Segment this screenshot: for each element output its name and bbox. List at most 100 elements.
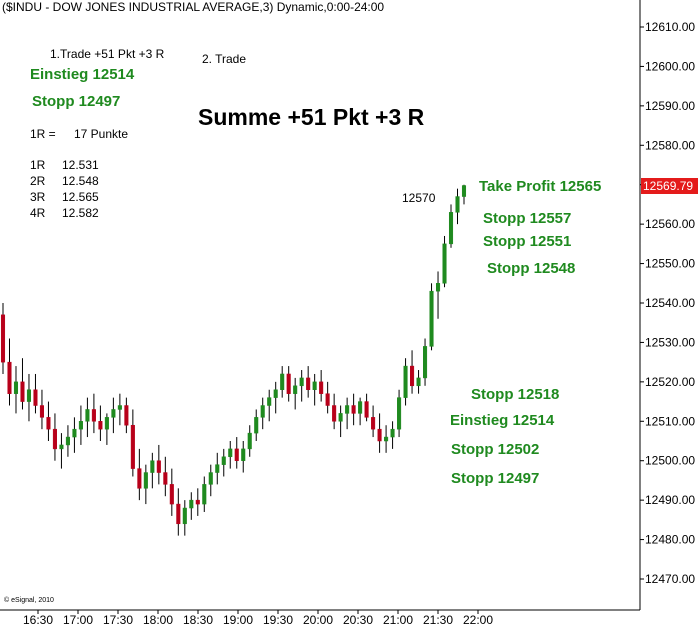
candle: [137, 448, 142, 501]
y-tick-label: 12610.00: [645, 20, 695, 34]
y-tick-label: 12590.00: [645, 99, 695, 113]
r-level-value: 12.531: [62, 158, 99, 172]
candle: [371, 405, 376, 438]
candle: [117, 393, 122, 426]
x-tick-label: 19:00: [223, 613, 253, 627]
candle: [390, 421, 395, 449]
r-level-key: 1R: [30, 158, 46, 172]
candle-body: [338, 413, 343, 422]
candle: [33, 373, 38, 414]
candle-body: [117, 405, 122, 410]
candle-body: [416, 377, 421, 387]
r-level-value: 12.565: [62, 190, 99, 204]
trade1-label: 1.Trade +51 Pkt +3 R: [50, 47, 165, 61]
candle-body: [7, 361, 12, 394]
candle: [46, 401, 51, 441]
stopp-top-label: Stopp 12497: [32, 93, 121, 110]
x-tick-label: 20:00: [303, 613, 333, 627]
candle: [260, 397, 265, 430]
x-tick-label: 21:30: [423, 613, 453, 627]
candle-body: [423, 346, 428, 379]
candle-body: [293, 385, 298, 394]
candle: [416, 370, 421, 394]
candle: [215, 452, 220, 485]
candle-body: [189, 499, 194, 509]
candle: [13, 366, 19, 414]
x-tick-label: 19:30: [263, 613, 293, 627]
candle: [319, 370, 324, 402]
candle: [442, 235, 447, 288]
candle: [397, 389, 402, 438]
label-12570: 12570: [402, 191, 436, 205]
stopp-12497-label: Stopp 12497: [451, 470, 540, 487]
candle-body: [260, 405, 265, 418]
candle-body: [156, 460, 161, 473]
candle: [143, 464, 148, 505]
einstieg-12514-label: Einstieg 12514: [450, 412, 555, 429]
y-tick-label: 12490.00: [645, 493, 695, 507]
candle: [91, 393, 96, 434]
candle: [26, 373, 32, 422]
candle: [104, 413, 109, 445]
candle-body: [358, 401, 363, 414]
candle-body: [202, 484, 207, 505]
candle: [52, 413, 57, 461]
candle-body: [435, 283, 441, 292]
candle: [455, 188, 460, 225]
r-level-value: 12.582: [62, 206, 99, 220]
candle: [176, 488, 181, 536]
candle: [130, 409, 135, 477]
candle-body: [195, 499, 200, 505]
candle-body: [325, 393, 330, 406]
candle: [247, 425, 252, 457]
y-tick-label: 12540.00: [645, 296, 695, 310]
candle-body: [59, 444, 64, 450]
candle-body: [150, 460, 155, 473]
last-price-tag: 12569.79: [641, 178, 698, 194]
candle: [377, 413, 382, 453]
candle: [98, 405, 103, 441]
r-level-row: 4R 12.582: [30, 206, 99, 222]
candle: [111, 397, 116, 434]
candle-body: [52, 428, 57, 450]
candle-body: [228, 448, 233, 458]
x-tick-label: 17:00: [63, 613, 93, 627]
candle-body: [215, 464, 220, 473]
r-level-row: 3R 12.565: [30, 190, 99, 206]
candle: [293, 377, 298, 410]
candle: [182, 500, 187, 536]
x-tick-label: 16:30: [23, 613, 53, 627]
candle: [358, 397, 363, 426]
r-level-value: 12.548: [62, 174, 99, 188]
stopp-12518-label: Stopp 12518: [471, 386, 560, 403]
candle: [299, 370, 304, 402]
candle: [72, 417, 77, 453]
candle-body: [78, 421, 83, 430]
r-level-row: 1R 12.531: [30, 158, 99, 174]
candle-body: [429, 290, 434, 347]
candle-body: [241, 448, 246, 461]
candle: [234, 437, 239, 469]
candle-body: [273, 389, 278, 398]
candle: [410, 350, 415, 394]
candle-body: [33, 389, 38, 406]
x-tick-label: 22:00: [463, 613, 493, 627]
candle-body: [247, 432, 252, 450]
candle-body: [130, 424, 135, 469]
candle: [448, 204, 454, 248]
candle-body: [254, 417, 259, 434]
candle: [208, 464, 213, 497]
candle-body: [91, 409, 96, 422]
candle: [338, 405, 343, 438]
candle-body: [384, 436, 389, 442]
candle-body: [124, 405, 129, 426]
candle-body: [98, 421, 103, 430]
candle: [384, 425, 389, 453]
candle: [423, 338, 428, 386]
candle: [312, 373, 317, 406]
candle: [267, 389, 272, 422]
candle-body: [351, 405, 356, 414]
r-level-key: 3R: [30, 190, 46, 204]
einstieg-top-label: Einstieg 12514: [30, 66, 135, 83]
candle: [7, 338, 12, 406]
